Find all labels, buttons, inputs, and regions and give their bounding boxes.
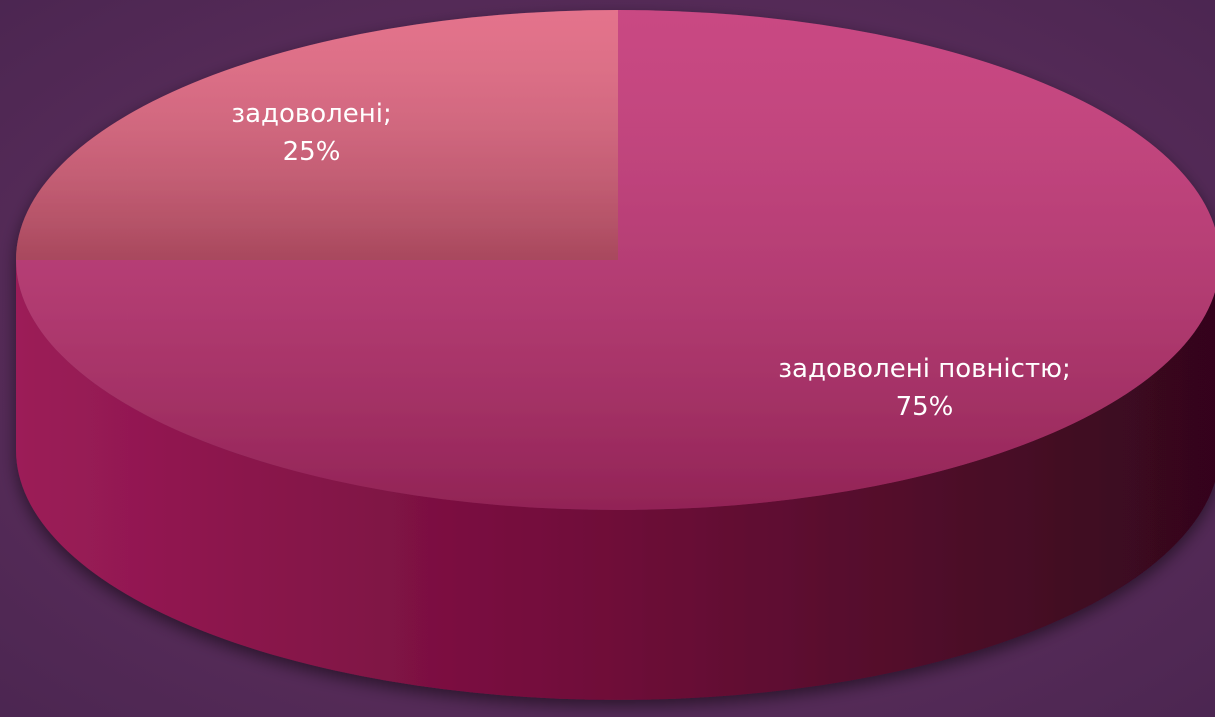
pie bbox=[16, 10, 1215, 700]
slice-side bbox=[16, 260, 1215, 700]
slice-label: задоволені; bbox=[231, 99, 391, 129]
value-label: 25% bbox=[283, 137, 341, 167]
slice-shade bbox=[16, 10, 1215, 510]
value-label: 75% bbox=[896, 392, 954, 422]
slice-shade bbox=[16, 10, 618, 260]
slice-label: задоволені повністю; bbox=[778, 354, 1071, 384]
